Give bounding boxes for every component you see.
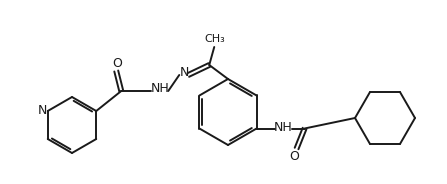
Text: NH: NH <box>151 82 169 95</box>
Text: N: N <box>38 105 47 118</box>
Text: O: O <box>290 150 299 163</box>
Text: N: N <box>180 66 189 79</box>
Text: CH₃: CH₃ <box>205 34 226 44</box>
Text: NH: NH <box>274 121 293 134</box>
Text: O: O <box>112 57 122 70</box>
